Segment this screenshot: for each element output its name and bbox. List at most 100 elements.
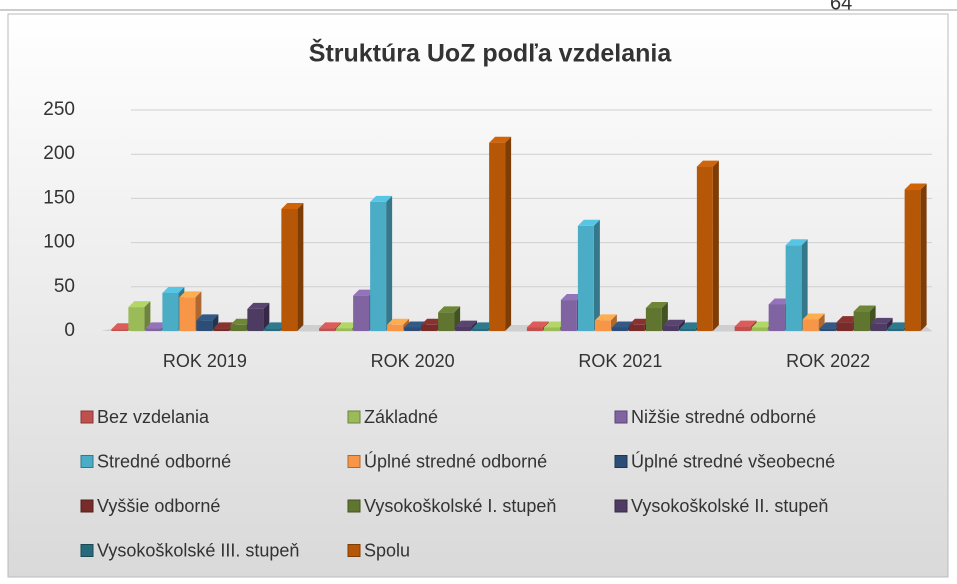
- bar-face: [696, 160, 719, 167]
- bar-face: [213, 328, 230, 331]
- legend-swatch: [80, 455, 94, 468]
- bar-face: [768, 304, 785, 331]
- legend-label: Vysokoškolské I. stupeň: [364, 496, 556, 516]
- legend-label: Vysokoškolské III. stupeň: [97, 540, 299, 560]
- bar-face: [645, 308, 662, 331]
- bar-face: [734, 320, 757, 327]
- bar-face: [819, 322, 842, 329]
- bar-face: [472, 322, 495, 329]
- bar-face: [785, 239, 808, 246]
- bar-face: [472, 328, 489, 331]
- bar: [247, 302, 270, 331]
- bar: [196, 314, 219, 331]
- legend-swatch: [347, 499, 361, 513]
- legend-label: Vysokoškolské II. stupeň: [631, 496, 828, 516]
- bar-face: [870, 317, 893, 324]
- legend-label: Stredné odborné: [97, 451, 231, 471]
- bar-face: [887, 322, 910, 329]
- y-tick-label: 200: [43, 143, 75, 164]
- bar-face: [611, 321, 634, 328]
- bar-face: [594, 320, 611, 331]
- bar: [370, 195, 393, 331]
- bar-face: [230, 324, 247, 331]
- bar: [853, 305, 876, 331]
- legend-swatch: [347, 544, 361, 557]
- bar: [489, 136, 512, 331]
- bar-face: [853, 305, 876, 312]
- bar-face: [162, 292, 179, 331]
- bar-face: [370, 201, 387, 331]
- bar: [785, 239, 808, 331]
- bar-face: [111, 329, 128, 331]
- bar-face: [543, 327, 560, 331]
- bar-face: [145, 322, 168, 329]
- bar-face: [870, 323, 887, 331]
- bar: [438, 306, 461, 331]
- bar-face: [281, 209, 298, 331]
- y-tick-label: 150: [43, 187, 75, 208]
- bar-face: [281, 203, 304, 210]
- y-tick-label: 250: [43, 99, 75, 120]
- bar-face: [696, 166, 713, 331]
- bar-face: [247, 308, 264, 331]
- bar-face: [768, 298, 791, 305]
- bar-face: [128, 307, 145, 331]
- bar-face: [144, 301, 151, 331]
- bar-face: [802, 319, 819, 331]
- bar-face: [577, 225, 594, 331]
- bar-face: [438, 312, 455, 331]
- bar-face: [247, 302, 270, 309]
- bar-face: [920, 183, 927, 331]
- bar-face: [611, 327, 628, 331]
- bar-face: [904, 189, 921, 331]
- bar-face: [179, 297, 196, 331]
- bar-face: [111, 323, 134, 330]
- legend-label: Úplné stredné odborné: [364, 450, 547, 471]
- legend-swatch: [614, 499, 628, 513]
- bar-face: [386, 195, 393, 331]
- bar-face: [264, 328, 281, 331]
- bar-face: [662, 325, 679, 331]
- bar-face: [836, 322, 853, 331]
- bar-face: [560, 294, 583, 301]
- bar: [904, 183, 927, 331]
- bar-face: [179, 291, 202, 298]
- bar: [281, 203, 304, 331]
- bar: [594, 314, 617, 331]
- bar-face: [679, 322, 702, 329]
- bar-face: [594, 314, 617, 321]
- bar-face: [162, 286, 185, 293]
- bar: [128, 301, 151, 331]
- y-tick-label: 0: [64, 320, 75, 341]
- bar-face: [543, 321, 566, 328]
- legend-swatch: [80, 499, 94, 513]
- bar-face: [370, 195, 393, 202]
- bar: [802, 313, 825, 331]
- bar-face: [886, 317, 893, 331]
- bar-face: [610, 314, 617, 331]
- bar-face: [438, 306, 461, 313]
- bar-face: [802, 313, 825, 320]
- y-tick-label: 50: [54, 276, 75, 297]
- bar-face: [353, 289, 376, 296]
- bar-face: [560, 300, 577, 331]
- bar-face: [387, 324, 404, 331]
- bar-face: [577, 219, 600, 226]
- bar-face: [836, 316, 859, 323]
- bar-face: [336, 328, 353, 331]
- legend-swatch: [347, 455, 361, 468]
- x-tick-label: ROK 2022: [786, 351, 870, 371]
- bar: [696, 160, 719, 331]
- bar-face: [196, 314, 219, 321]
- bar-face: [421, 324, 438, 331]
- bar-face: [751, 327, 768, 331]
- bar-face: [505, 136, 512, 331]
- bar-face: [526, 327, 543, 331]
- bar-face: [679, 328, 696, 331]
- chart-title: Štruktúra UoZ podľa vzdelania: [309, 38, 673, 68]
- bar-face: [404, 321, 427, 328]
- bar-face: [264, 322, 287, 329]
- legend-label: Nižšie stredné odborné: [631, 407, 816, 427]
- legend-label: Úplné stredné všeobecné: [631, 450, 835, 471]
- bar-face: [853, 311, 870, 331]
